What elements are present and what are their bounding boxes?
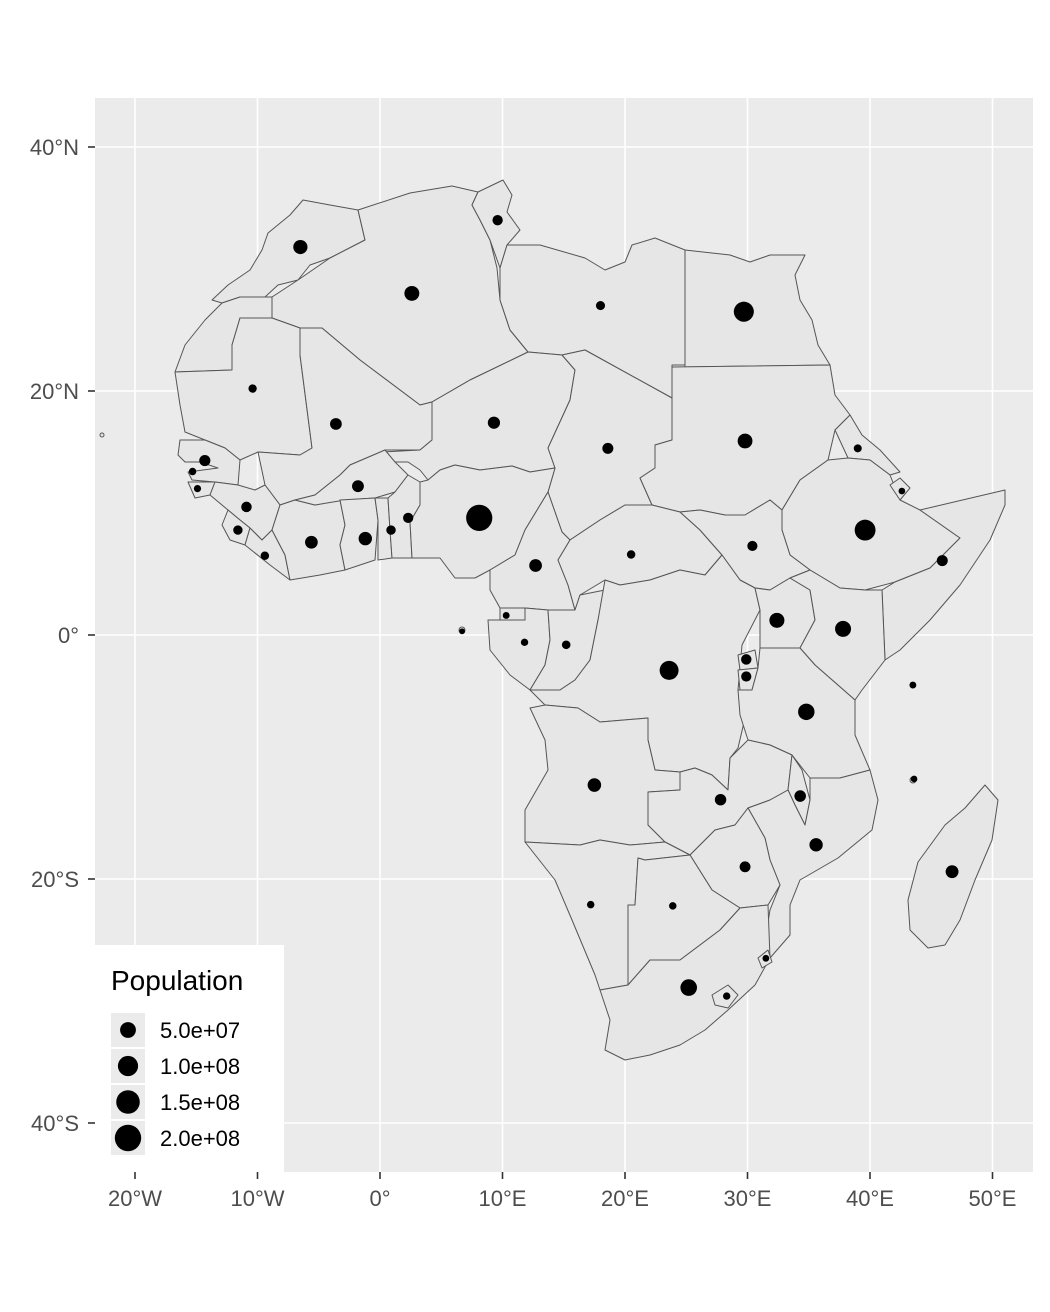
population-point-dem-rep-congo (659, 660, 679, 680)
population-point-equatorial-guinea (502, 612, 510, 619)
population-point-mauritius (909, 681, 917, 689)
population-point-guinea (241, 501, 252, 513)
country-kenya (789, 569, 886, 701)
axes: 20°W 10°W 0° 10°E 20°E 30°E 40°E 50°E 40°N 20°N 0°… (30, 135, 1017, 1211)
y-tick-label: 40°S (31, 1111, 79, 1136)
country-somalia (881, 489, 1006, 661)
legend-label: 2.0e+08 (160, 1126, 240, 1151)
population-point-angola (587, 778, 602, 792)
x-tick-label: 30°E (724, 1186, 772, 1211)
population-point-morocco (293, 239, 308, 255)
population-point-chad (602, 442, 614, 454)
population-point-eritrea (853, 444, 862, 453)
population-point-eswatini (762, 954, 770, 962)
legend-key-dot (116, 1090, 140, 1114)
x-tick-label: 20°E (601, 1186, 649, 1211)
population-point-madagascar (945, 865, 959, 879)
population-point-south-sudan (747, 540, 758, 552)
population-point-zambia (714, 793, 727, 806)
y-tick-label: 0° (58, 623, 79, 648)
population-point-burkina-faso (352, 480, 364, 493)
population-point-tunisia (492, 215, 503, 226)
population-point-mozambique (809, 838, 823, 852)
population-point-benin (403, 512, 414, 524)
population-point-south-africa (680, 979, 697, 996)
population-point-somalia (936, 555, 948, 567)
population-point-sudan (737, 433, 753, 449)
country-ghana (339, 497, 379, 571)
population-point-egypt (733, 301, 754, 322)
x-tick-label: 20°W (108, 1186, 162, 1211)
legend-label: 5.0e+07 (160, 1018, 240, 1043)
population-point-central-african-rep- (626, 550, 636, 559)
population-point-mauritania (248, 384, 257, 393)
island-cape-verde (99, 432, 105, 438)
legend-key-dot (114, 1124, 142, 1152)
legend-keys: 5.0e+07 1.0e+08 1.5e+08 2.0e+08 (111, 1013, 240, 1155)
population-point-comoros (910, 775, 918, 783)
x-tick-label: 10°W (230, 1186, 284, 1211)
legend: Population 5.0e+07 1.0e+08 1.5e+08 2.0e+08 (95, 945, 284, 1172)
legend-label: 1.5e+08 (160, 1090, 240, 1115)
x-tick-label: 40°E (846, 1186, 894, 1211)
population-point-liberia (260, 551, 270, 560)
population-point-djibouti (898, 487, 906, 495)
x-tick-label: 50°E (969, 1186, 1017, 1211)
population-point-algeria (404, 285, 420, 301)
y-tick-label: 40°N (30, 135, 79, 160)
population-point-malawi (794, 790, 806, 802)
population-point-togo (386, 525, 396, 535)
population-point-mali (330, 418, 342, 430)
population-point-cameroon (529, 559, 542, 572)
population-point-cote-d-ivoire (305, 535, 318, 549)
population-point-nigeria (466, 504, 493, 531)
population-point-lesotho (722, 992, 731, 1000)
legend-key-dot (120, 1022, 136, 1038)
population-point-sierra-leone (233, 525, 243, 535)
population-point-libya (595, 301, 606, 311)
population-point-gambia (188, 467, 197, 476)
population-point-namibia (586, 900, 595, 909)
population-point-uganda (769, 612, 785, 628)
population-point-kenya (835, 620, 852, 637)
population-point-burundi (741, 671, 752, 682)
x-tick-label: 0° (369, 1186, 390, 1211)
population-point-botswana (669, 902, 677, 910)
population-point-senegal (199, 454, 211, 467)
y-tick-label: 20°S (31, 867, 79, 892)
population-point-guinea-bissau (193, 484, 202, 493)
legend-title: Population (111, 965, 243, 996)
x-tick-label: 10°E (479, 1186, 527, 1211)
population-point-ghana (358, 531, 372, 546)
legend-key-dot (117, 1055, 139, 1077)
population-point-ethiopia (854, 519, 876, 541)
population-point-sao-tome-and-principe (459, 628, 466, 635)
population-points (188, 215, 959, 1000)
population-point-rwanda (741, 654, 752, 665)
legend-label: 1.0e+08 (160, 1054, 240, 1079)
population-point-niger (487, 416, 501, 429)
country-borders (99, 179, 1006, 1061)
population-point-tanzania (798, 703, 815, 721)
population-point-gabon (520, 638, 529, 647)
population-point-congo (561, 640, 571, 650)
population-point-zimbabwe (739, 861, 751, 873)
y-tick-label: 20°N (30, 379, 79, 404)
